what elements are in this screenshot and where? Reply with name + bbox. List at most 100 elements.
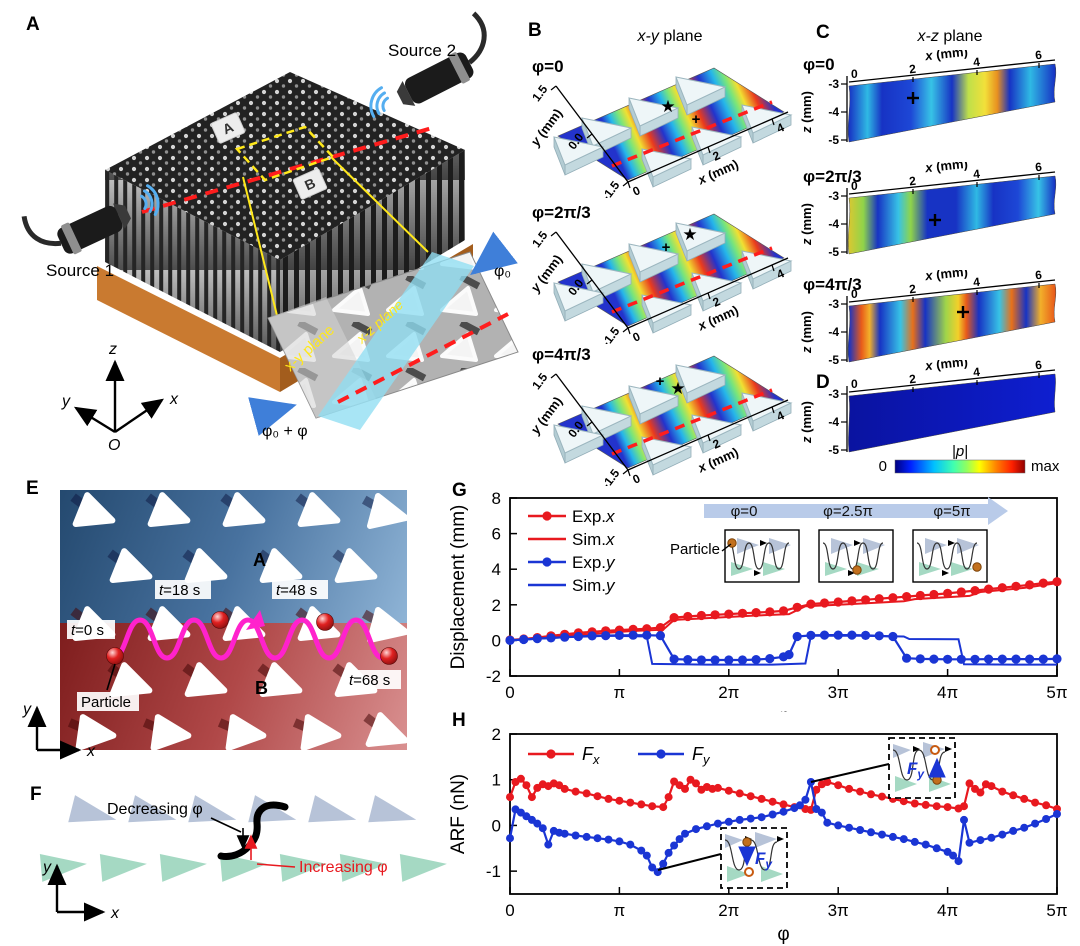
- legend-label-var: y: [605, 576, 616, 595]
- series-marker-Fy: [888, 832, 897, 841]
- scatterer-prism: [741, 250, 793, 290]
- z-tick-label: -3: [828, 297, 839, 311]
- x-axis-label: x (mm): [924, 360, 969, 373]
- axis-label-var: z: [799, 346, 814, 354]
- inset-particle-label: Particle: [670, 541, 720, 558]
- x-tick-label: 5π: [1046, 901, 1067, 920]
- series-marker-Fx: [615, 796, 624, 805]
- series-marker-Fx: [659, 803, 668, 812]
- fig-path: [147, 606, 191, 641]
- series-marker-Fy: [856, 826, 865, 834]
- phase-sweep-arrow: [704, 497, 1008, 525]
- x-tick-label: 4: [973, 365, 981, 380]
- pin-array-left-face: [105, 170, 280, 352]
- time-label-2: t=48 s: [276, 582, 317, 599]
- series-marker-Fx: [899, 797, 908, 806]
- series-marker-Exp.y: [737, 655, 748, 665]
- axis-label-var: z: [799, 436, 814, 444]
- x-tick-label: 0: [505, 901, 514, 920]
- series-marker-Exp.y: [929, 654, 939, 664]
- z-tick-label: -5: [828, 245, 839, 259]
- series-marker-Fx: [735, 789, 744, 798]
- fig-polygon: [741, 250, 793, 280]
- fig-path: [259, 548, 303, 583]
- lattice-hole: [145, 492, 191, 527]
- series-marker-Fy: [681, 829, 689, 838]
- lattice-hole: [361, 493, 407, 529]
- fig-polygon: [105, 170, 280, 352]
- fig-polygon: [159, 853, 207, 882]
- x-tick-label: 2π: [718, 901, 739, 920]
- inset-triangle-green: [857, 562, 879, 576]
- x-tick-label: 0: [505, 683, 514, 702]
- triangle-row-a: [188, 795, 237, 823]
- series-marker-Fy: [757, 813, 766, 822]
- decreasing-phi-label: Decreasing φ: [107, 801, 203, 818]
- series-marker-Fy: [560, 829, 569, 838]
- fig-path: [222, 492, 266, 527]
- x-tick-label: 5π: [1046, 683, 1067, 702]
- panel-label-d: D: [816, 372, 830, 393]
- region-chip-b: B: [292, 168, 328, 200]
- inset-triangle-green: [727, 866, 749, 882]
- series-marker-Fy: [648, 863, 657, 872]
- lattice-hole: [67, 714, 117, 750]
- series-marker-Fx: [506, 793, 514, 802]
- fig-tspan: y: [764, 857, 773, 871]
- inset-particle-dot: [932, 775, 942, 785]
- series-marker-Fy: [954, 857, 963, 866]
- panel-label-h: H: [452, 710, 466, 731]
- lattice-hole: [70, 492, 116, 527]
- fig-polygon: [628, 243, 680, 273]
- z-tick-label: -3: [828, 189, 839, 203]
- series-marker-Fy: [932, 844, 941, 853]
- axis-label-unit: (mm): [799, 311, 814, 346]
- axis-label-var: z: [799, 238, 814, 246]
- phi0-arrow: [470, 231, 518, 276]
- series-marker-Fy: [637, 846, 646, 855]
- inset-channel-path: [916, 542, 978, 570]
- inset-triangle-green: [895, 776, 917, 792]
- inset-triangle-gray: [863, 538, 885, 554]
- series-marker-Fy: [965, 838, 974, 847]
- series-marker-Fx: [593, 792, 602, 801]
- inset-particle-pointer: [721, 543, 732, 552]
- series-marker-Fy: [910, 837, 919, 846]
- series-marker-Fx: [856, 787, 865, 796]
- y-tick: [550, 231, 557, 237]
- axis-label-var: x: [924, 270, 935, 283]
- plus-marker: +: [656, 373, 665, 390]
- fig-path: [225, 714, 267, 750]
- axis-y-arrow: [73, 406, 116, 434]
- z-tick-label: -5: [828, 133, 839, 147]
- zoom-box-dashed: [234, 125, 336, 182]
- series-marker-Exp.x: [806, 599, 816, 609]
- axis-label-unit: (mm): [799, 91, 814, 126]
- lattice-hole: [292, 714, 342, 750]
- inset-particle-dot: [742, 837, 752, 847]
- series-marker-Fy: [582, 832, 591, 841]
- time-label-3-chip: [345, 670, 401, 689]
- scatterer-prism: [553, 424, 605, 464]
- particle-ball: [316, 613, 334, 631]
- fig-path: [413, 550, 415, 584]
- series-marker-Exp.y: [1052, 654, 1062, 664]
- lattice-hole: [332, 548, 378, 583]
- y-tick-label: -2: [486, 667, 501, 686]
- series-marker-Fy: [664, 848, 673, 857]
- triangle-row-b: [279, 853, 327, 882]
- series-marker-Exp.y: [1011, 654, 1021, 664]
- panel-label-g: G: [452, 480, 467, 501]
- scatterer-prism: [628, 243, 680, 283]
- y-tick-label: 0: [492, 631, 501, 650]
- fig-tspan: t: [159, 582, 164, 599]
- phase-label: φ=0: [532, 57, 564, 76]
- scan-line-dashed: [141, 126, 433, 214]
- series-marker-Fy: [533, 819, 542, 828]
- fig-polygon: [581, 263, 633, 293]
- x-tick: [707, 146, 711, 154]
- sound-wave-arcs: [381, 96, 389, 112]
- series-marker-Fy: [659, 859, 668, 868]
- inset-flow-arrow: [948, 540, 955, 546]
- inset-triangle-gray: [769, 538, 791, 554]
